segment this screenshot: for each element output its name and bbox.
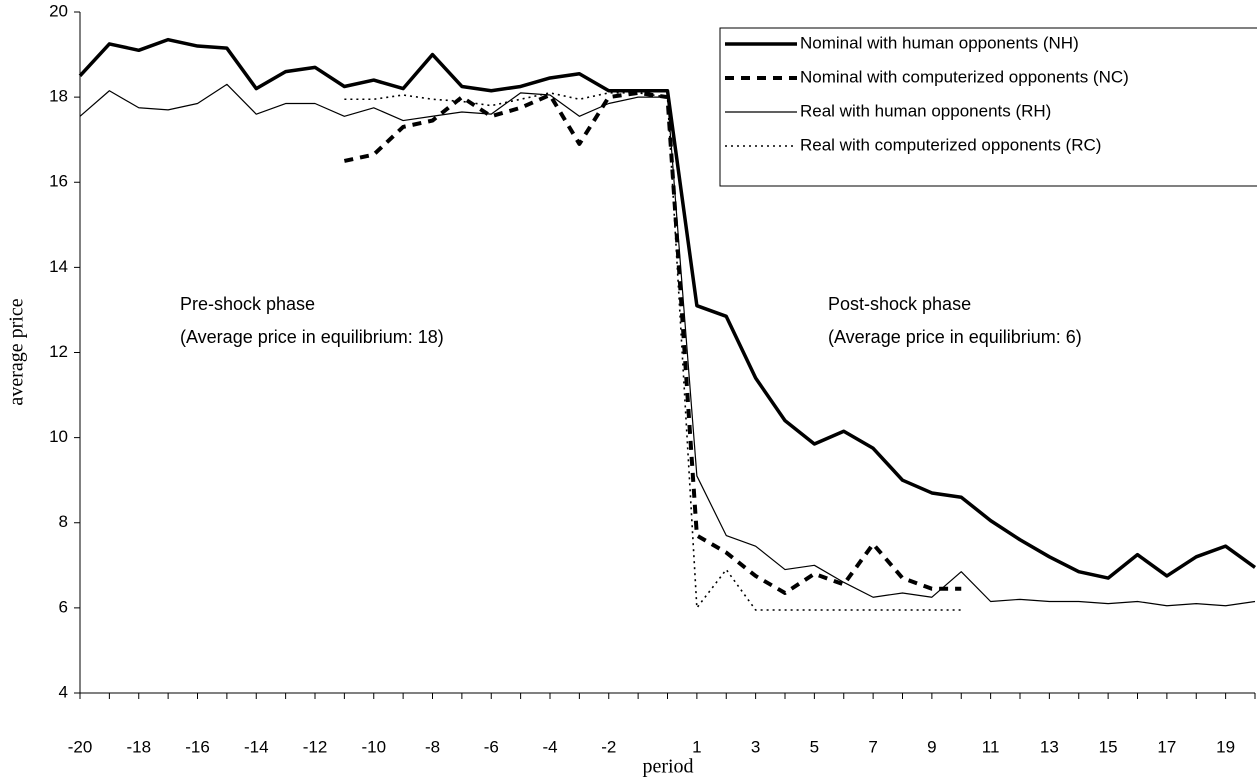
annotation: (Average price in equilibrium: 18) — [180, 327, 444, 347]
x-tick-label: -4 — [542, 737, 557, 756]
x-tick-label: 19 — [1216, 737, 1235, 756]
x-tick-label: 15 — [1099, 737, 1118, 756]
x-tick-label: -2 — [601, 737, 616, 756]
y-tick-label: 12 — [49, 342, 68, 361]
x-tick-label: -16 — [185, 737, 210, 756]
x-tick-label: 13 — [1040, 737, 1059, 756]
x-tick-label: 11 — [982, 737, 1000, 756]
x-tick-label: -12 — [303, 737, 328, 756]
legend-box — [719, 27, 1257, 187]
legend-label: Real with human opponents (RH) — [800, 101, 1051, 120]
x-tick-label: -6 — [484, 737, 499, 756]
y-axis-title: average price — [6, 298, 28, 405]
series-line — [79, 83, 1256, 607]
x-tick-label: 5 — [810, 737, 819, 756]
x-tick-label: 9 — [927, 737, 936, 756]
legend-label: Nominal with human opponents (NH) — [800, 33, 1079, 52]
x-tick-label: -10 — [361, 737, 386, 756]
y-tick-label: 8 — [59, 512, 68, 531]
y-tick-label: 10 — [49, 427, 68, 446]
legend-label: Nominal with computerized opponents (NC) — [800, 67, 1129, 86]
legend-label: Real with computerized opponents (RC) — [800, 135, 1101, 154]
x-tick-label: 17 — [1157, 737, 1176, 756]
annotation: Post-shock phase — [828, 294, 971, 314]
x-tick-label: -14 — [244, 737, 269, 756]
y-tick-label: 20 — [49, 1, 68, 20]
y-tick-label: 14 — [49, 257, 68, 276]
y-tick-label: 18 — [49, 87, 68, 106]
y-tick-label: 4 — [59, 682, 68, 701]
y-tick-label: 6 — [59, 597, 68, 616]
series-line — [78, 37, 1257, 580]
series-line — [344, 92, 962, 611]
x-tick-label: 1 — [692, 737, 701, 756]
annotation: Pre-shock phase — [180, 294, 315, 314]
y-tick-label: 16 — [49, 172, 68, 191]
x-axis-title: period — [642, 756, 693, 778]
x-tick-label: 7 — [868, 737, 877, 756]
x-tick-label: 3 — [751, 737, 760, 756]
x-tick-label: -18 — [126, 737, 151, 756]
x-tick-label: -8 — [425, 737, 440, 756]
annotation: (Average price in equilibrium: 6) — [828, 327, 1082, 347]
x-tick-label: -20 — [68, 737, 93, 756]
